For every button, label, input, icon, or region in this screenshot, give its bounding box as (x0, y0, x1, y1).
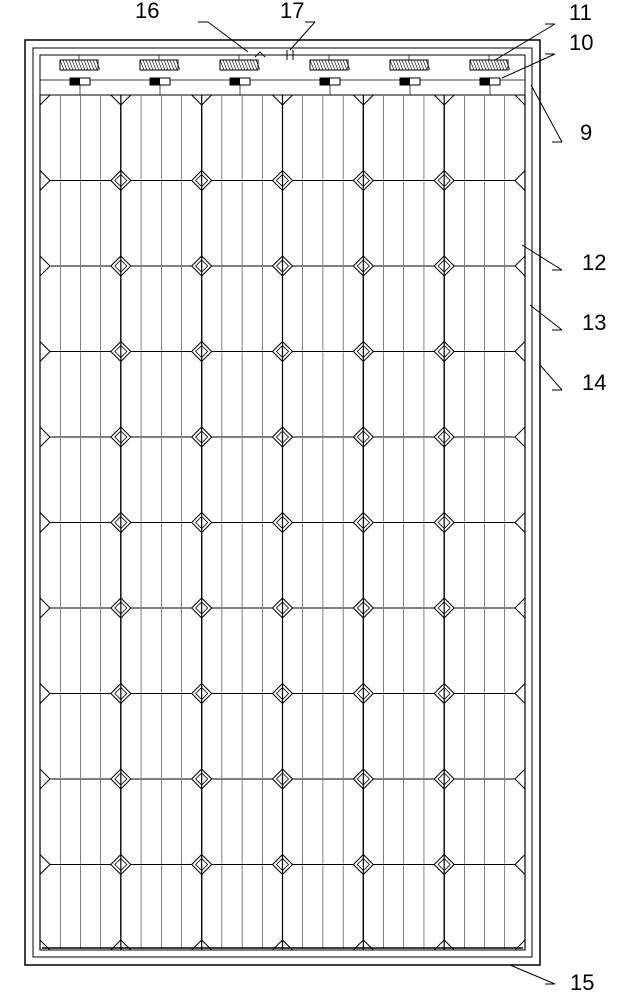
label-12: 12 (522, 245, 606, 275)
label-15: 15 (510, 965, 594, 995)
terminal-block (230, 78, 250, 85)
label-text: 16 (135, 0, 159, 23)
label-text: 15 (570, 970, 594, 995)
label-17: 17 (280, 0, 315, 50)
label-text: 17 (280, 0, 304, 23)
label-16: 16 (135, 0, 248, 52)
solar-panel-diagram: 16 17 11 10 9 12 13 14 15 (0, 0, 633, 1000)
terminal-block (150, 78, 170, 85)
terminal-block (70, 78, 90, 85)
label-text: 12 (582, 250, 606, 275)
label-13: 13 (530, 305, 606, 335)
label-text: 11 (569, 0, 592, 25)
terminal-block (400, 78, 420, 85)
label-14: 14 (540, 365, 606, 395)
label-10: 10 (502, 30, 593, 78)
label-text: 10 (569, 30, 593, 55)
terminal-block (320, 78, 340, 85)
label-text: 14 (582, 370, 606, 395)
label-text: 13 (582, 310, 606, 335)
label-text: 9 (580, 120, 592, 145)
terminal-block (480, 78, 500, 85)
